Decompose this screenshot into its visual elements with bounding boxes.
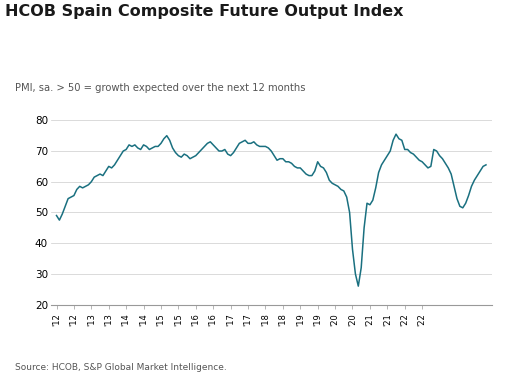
Text: HCOB Spain Composite Future Output Index: HCOB Spain Composite Future Output Index xyxy=(5,4,404,19)
Text: Source: HCOB, S&P Global Market Intelligence.: Source: HCOB, S&P Global Market Intellig… xyxy=(15,363,227,372)
Text: PMI, sa. > 50 = growth expected over the next 12 months: PMI, sa. > 50 = growth expected over the… xyxy=(15,83,306,93)
